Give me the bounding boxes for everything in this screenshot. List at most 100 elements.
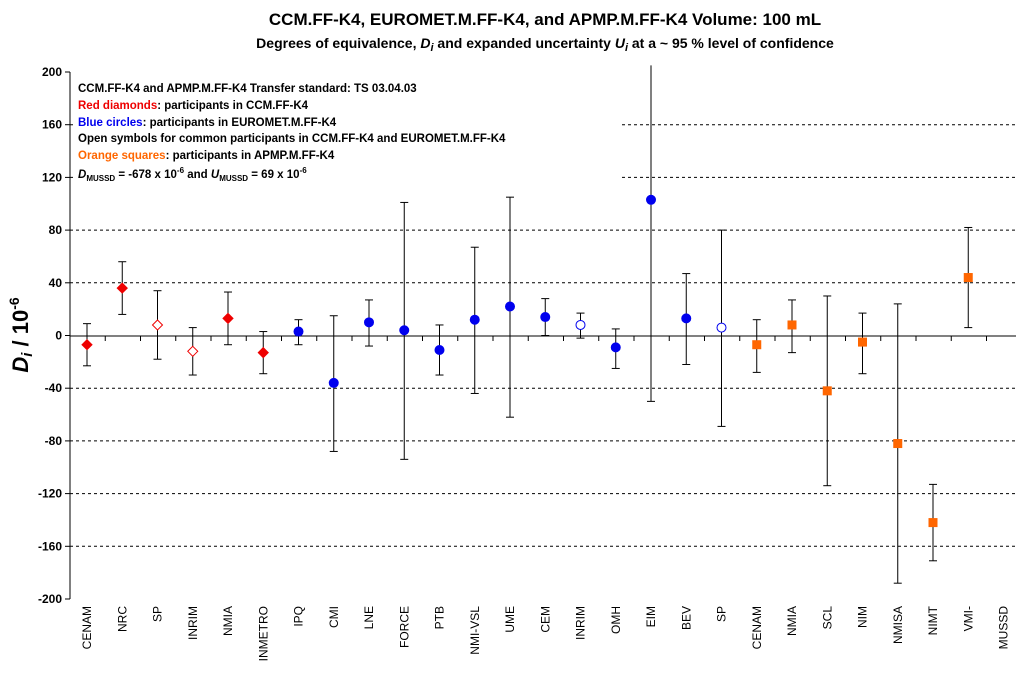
- annotation-line5: Orange squares: participants in APMP.M.F…: [78, 150, 335, 162]
- y-tick-label: -200: [38, 592, 62, 606]
- blue-circle-marker: [399, 325, 410, 336]
- category-label: CMI: [327, 606, 341, 628]
- annotation-background: [74, 74, 619, 186]
- ylabel-sub: i: [19, 352, 36, 357]
- blue-circle-marker: [681, 313, 692, 324]
- orange-square-marker: [858, 337, 867, 347]
- category-label: PTB: [433, 606, 447, 629]
- annotation-box: CCM.FF-K4 and APMP.M.FF-K4 Transfer stan…: [78, 83, 506, 183]
- y-tick-label: -40: [45, 381, 63, 395]
- chart-title: CCM.FF-K4, EUROMET.M.FF-K4, and APMP.M.F…: [269, 10, 821, 29]
- y-tick-label: 200: [42, 65, 62, 79]
- category-label: UME: [503, 606, 517, 633]
- category-label: NMI-VSL: [468, 606, 482, 655]
- y-tick-labels: -200 -160 -120 -80 -40 0 40 80 120 160 200: [38, 65, 62, 606]
- category-label: EIM: [644, 606, 658, 627]
- annot-d-sup: -6: [177, 166, 185, 175]
- annotation-line2: Red diamonds: participants in CCM.FF-K4: [78, 100, 309, 112]
- red-diamond-marker: [81, 339, 93, 351]
- orange-square-marker: [928, 518, 938, 528]
- blue-circle-marker: [716, 322, 727, 333]
- annot-u-val: = 69 x 10: [248, 169, 299, 181]
- category-label: SP: [715, 606, 729, 622]
- category-label: NIMT: [926, 605, 940, 635]
- category-label: INMETRO: [256, 606, 270, 661]
- annotation-line4: Open symbols for common participants in …: [78, 133, 506, 145]
- category-label: NMISA: [891, 606, 905, 644]
- annotation-blue-label: Blue circles: [78, 117, 143, 129]
- annotation-red-rest: : participants in CCM.FF-K4: [157, 100, 308, 112]
- subtitle-pre: Degrees of equivalence,: [256, 35, 420, 51]
- category-label: IPQ: [292, 606, 306, 627]
- orange-square-marker: [893, 439, 903, 449]
- y-tick-label: 40: [49, 276, 63, 290]
- orange-square-marker: [752, 340, 762, 350]
- orange-square-marker: [787, 320, 797, 330]
- category-label: BEV: [679, 606, 693, 630]
- category-label: LNE: [362, 606, 376, 629]
- orange-square-marker: [963, 273, 973, 283]
- category-label: CEM: [538, 606, 552, 633]
- annot-u-sub: MUSSD: [219, 174, 248, 183]
- category-label: FORCE: [397, 606, 411, 648]
- annot-d: D: [78, 169, 86, 181]
- y-axis-label: Di / 10-6: [6, 297, 36, 373]
- subtitle-post: at a ~ 95 % level of confidence: [628, 35, 834, 51]
- blue-circle-marker: [434, 344, 445, 355]
- y-tick-label: 120: [42, 170, 62, 184]
- blue-circle-marker: [505, 301, 515, 312]
- blue-circle-marker: [646, 194, 656, 205]
- annotation-orange-rest: : participants in APMP.M.FF-K4: [166, 150, 335, 162]
- data-markers: [81, 194, 973, 528]
- ylabel-rest: / 10: [8, 310, 33, 353]
- subtitle-d: D: [420, 35, 430, 51]
- subtitle-mid: and expanded uncertainty: [434, 35, 615, 51]
- annot-and: and: [184, 169, 211, 181]
- red-diamond-marker: [257, 346, 269, 359]
- y-tick-label: 80: [49, 223, 63, 237]
- y-tick-label: 160: [42, 118, 62, 132]
- blue-circle-marker: [328, 377, 339, 388]
- blue-circle-marker: [469, 314, 480, 325]
- annot-u: U: [211, 169, 220, 181]
- orange-square-marker: [822, 386, 832, 396]
- subtitle-u-sub: i: [625, 42, 629, 54]
- category-label: CENAM: [750, 606, 764, 649]
- y-tick-label: 0: [55, 329, 62, 343]
- category-label: INRIM: [186, 606, 200, 640]
- blue-circle-marker: [540, 312, 551, 323]
- y-tick-label: -80: [45, 434, 63, 448]
- ylabel-sup: -6: [6, 297, 22, 310]
- category-label: SP: [151, 606, 165, 622]
- subtitle-d-sub: i: [430, 42, 434, 54]
- category-label: NMIA: [221, 606, 235, 636]
- red-diamond-marker: [116, 282, 128, 294]
- blue-circle-marker: [293, 326, 304, 337]
- category-label: MUSSD: [997, 606, 1011, 650]
- annotation-orange-label: Orange squares: [78, 150, 166, 162]
- annotation-line6: DMUSSD = -678 x 10-6 and UMUSSD = 69 x 1…: [78, 166, 307, 183]
- red-diamond-marker: [151, 319, 164, 331]
- y-tick-label: -160: [38, 539, 62, 553]
- red-diamond-marker: [222, 312, 234, 325]
- annotation-blue-rest: : participants in EUROMET.M.FF-K4: [143, 117, 337, 129]
- category-label: INRIM: [574, 606, 588, 640]
- annot-d-val: = -678 x 10: [115, 169, 177, 181]
- category-labels: CENAM NRC SP INRIM NMIA INMETRO IPQ CMI LNE FORCE…: [80, 605, 1011, 661]
- annot-u-sup: -6: [300, 166, 308, 175]
- annot-d-sub: MUSSD: [86, 174, 115, 183]
- category-label: NRC: [115, 606, 129, 632]
- blue-circle-marker: [364, 317, 374, 328]
- annotation-red-label: Red diamonds: [78, 100, 157, 112]
- ylabel-main: D: [8, 357, 33, 373]
- category-label: NMIA: [785, 606, 799, 636]
- category-label: OMH: [609, 606, 623, 634]
- category-label: NIM: [856, 606, 870, 628]
- chart-subtitle: Degrees of equivalence, Di and expanded …: [256, 35, 834, 54]
- blue-circle-marker: [610, 342, 621, 353]
- y-tick-label: -120: [38, 487, 62, 501]
- category-label: SCL: [820, 606, 834, 630]
- category-label: CENAM: [80, 606, 94, 649]
- subtitle-u: U: [615, 35, 626, 51]
